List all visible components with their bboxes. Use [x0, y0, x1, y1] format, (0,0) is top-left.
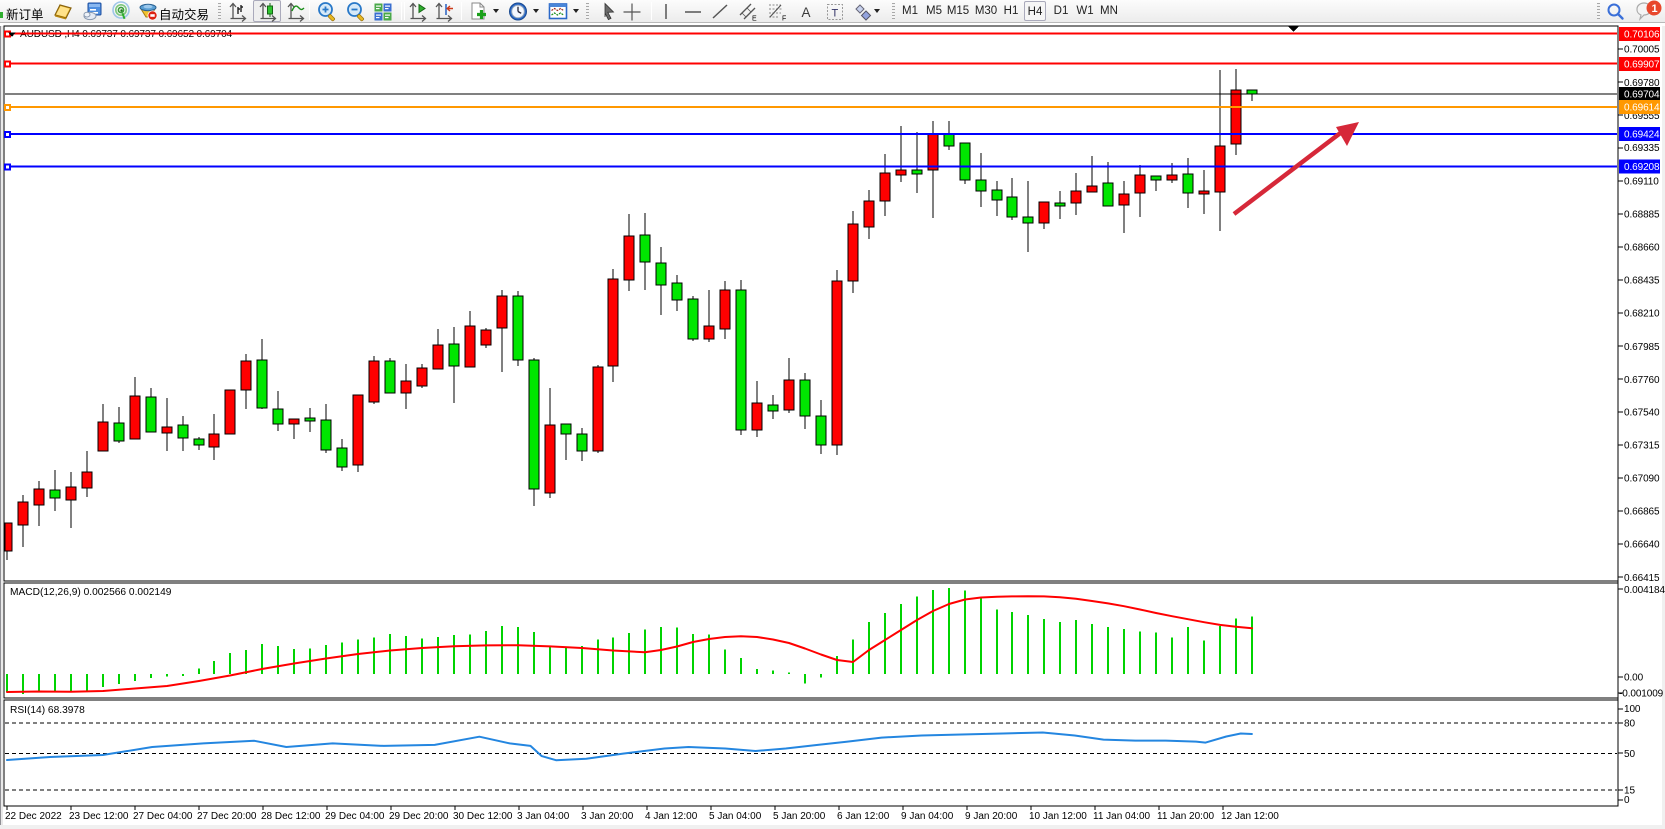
svg-text:E: E	[752, 16, 757, 23]
svg-text:12 Jan 12:00: 12 Jan 12:00	[1221, 811, 1279, 822]
svg-text:27 Dec 04:00: 27 Dec 04:00	[133, 811, 193, 822]
svg-text:0.00: 0.00	[1624, 672, 1644, 683]
svg-text:0.66865: 0.66865	[1624, 507, 1660, 518]
svg-text:100: 100	[1624, 704, 1641, 715]
svg-text:0.69424: 0.69424	[1624, 130, 1660, 141]
svg-text:28 Dec 12:00: 28 Dec 12:00	[261, 811, 321, 822]
svg-text:22 Dec 2022: 22 Dec 2022	[5, 811, 62, 822]
svg-text:4 Jan 12:00: 4 Jan 12:00	[645, 811, 698, 822]
svg-text:29 Dec 04:00: 29 Dec 04:00	[325, 811, 385, 822]
svg-text:27 Dec 20:00: 27 Dec 20:00	[197, 811, 257, 822]
svg-text:0.67090: 0.67090	[1624, 474, 1660, 485]
svg-text:15: 15	[1624, 786, 1635, 797]
svg-text:0.69780: 0.69780	[1624, 78, 1660, 89]
svg-text:0: 0	[1624, 795, 1630, 806]
svg-text:T: T	[832, 8, 839, 20]
svg-text:-0.001009: -0.001009	[1619, 689, 1664, 700]
svg-text:50: 50	[1624, 749, 1635, 760]
svg-text:9 Jan 20:00: 9 Jan 20:00	[965, 811, 1018, 822]
svg-text:5 Jan 04:00: 5 Jan 04:00	[709, 811, 762, 822]
svg-text:10 Jan 12:00: 10 Jan 12:00	[1029, 811, 1087, 822]
svg-text:0.69614: 0.69614	[1624, 102, 1660, 113]
svg-text:0.70106: 0.70106	[1624, 29, 1660, 40]
svg-text:0.69335: 0.69335	[1624, 143, 1660, 154]
svg-text:80: 80	[1624, 719, 1635, 730]
svg-text:0.69208: 0.69208	[1624, 162, 1660, 173]
svg-text:0.69907: 0.69907	[1624, 59, 1660, 70]
svg-text:9 Jan 04:00: 9 Jan 04:00	[901, 811, 954, 822]
svg-text:23 Dec 12:00: 23 Dec 12:00	[69, 811, 129, 822]
svg-text:30 Dec 12:00: 30 Dec 12:00	[453, 811, 513, 822]
svg-text:0.68660: 0.68660	[1624, 243, 1660, 254]
svg-text:F: F	[782, 16, 786, 23]
svg-text:0.67315: 0.67315	[1624, 440, 1660, 451]
svg-text:0.67540: 0.67540	[1624, 407, 1660, 418]
svg-text:0.66415: 0.66415	[1624, 573, 1660, 584]
svg-text:RSI(14) 68.3978: RSI(14) 68.3978	[10, 705, 85, 716]
svg-text:0.66640: 0.66640	[1624, 540, 1660, 551]
svg-text:1: 1	[1652, 3, 1658, 15]
svg-text:0.69704: 0.69704	[1624, 90, 1660, 101]
svg-text:11 Jan 20:00: 11 Jan 20:00	[1157, 811, 1215, 822]
svg-text:11 Jan 04:00: 11 Jan 04:00	[1093, 811, 1151, 822]
svg-text:0.69110: 0.69110	[1624, 176, 1659, 187]
svg-text:0.69555: 0.69555	[1624, 111, 1660, 122]
svg-text:3 Jan 20:00: 3 Jan 20:00	[581, 811, 634, 822]
svg-text:29 Dec 20:00: 29 Dec 20:00	[389, 811, 449, 822]
svg-text:3 Jan 04:00: 3 Jan 04:00	[517, 811, 570, 822]
svg-text:A: A	[802, 5, 811, 20]
svg-text:0.67760: 0.67760	[1624, 375, 1660, 386]
svg-text:0.70005: 0.70005	[1624, 45, 1660, 56]
svg-text:0.68435: 0.68435	[1624, 276, 1660, 287]
svg-text:6 Jan 12:00: 6 Jan 12:00	[837, 811, 890, 822]
svg-text:0.68885: 0.68885	[1624, 209, 1660, 220]
svg-text:MACD(12,26,9) 0.002566 0.00214: MACD(12,26,9) 0.002566 0.002149	[10, 587, 172, 598]
svg-text:0.68210: 0.68210	[1624, 309, 1660, 320]
svg-text:0.67985: 0.67985	[1624, 342, 1660, 353]
svg-text:0.004184: 0.004184	[1624, 585, 1665, 596]
svg-text:5 Jan 20:00: 5 Jan 20:00	[773, 811, 826, 822]
